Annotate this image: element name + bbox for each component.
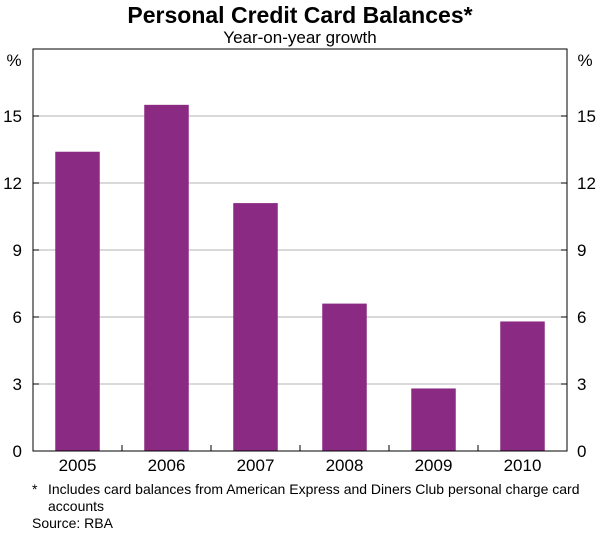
y-tick-label-left: 9 [13, 241, 22, 260]
x-tick-label: 2008 [326, 456, 364, 475]
bar-2007 [233, 203, 278, 451]
bar-2009 [411, 388, 456, 451]
source-note: Source: RBA [32, 515, 113, 531]
footnote-mark: * [32, 481, 38, 497]
y-tick-label-right: 0 [577, 442, 586, 461]
footnote: * Includes card balances from American E… [32, 481, 592, 515]
y-tick-label-left: 0 [13, 442, 22, 461]
axis-labels: 0 0 3 3 6 6 9 9 12 12 15 15% % 2005 2006 2007 2008 2009 20… [3, 51, 596, 475]
y-tick-label-right: 9 [577, 241, 586, 260]
y-unit-label-right: % [577, 51, 592, 70]
y-tick-label-right: 3 [577, 375, 586, 394]
bar-2008 [322, 303, 367, 451]
y-tick-label-right: 12 [577, 174, 596, 193]
x-tick-label: 2009 [415, 456, 453, 475]
y-tick-label-left: 3 [13, 375, 22, 394]
x-tick-label: 2007 [237, 456, 275, 475]
bar-2010 [500, 321, 545, 451]
bar-2006 [144, 104, 189, 451]
y-tick-label-left: 15 [3, 107, 22, 126]
x-tick-label: 2005 [59, 456, 97, 475]
bar-2005 [55, 151, 100, 451]
chart-subtitle: Year-on-year growth [223, 28, 377, 47]
y-tick-label-right: 6 [577, 308, 586, 327]
y-tick-label-left: 12 [3, 174, 22, 193]
bars [55, 104, 545, 451]
y-tick-label-left: 6 [13, 308, 22, 327]
y-unit-label-left: % [6, 51, 21, 70]
y-tick-label-right: 15 [577, 107, 596, 126]
chart-title: Personal Credit Card Balances* [127, 2, 473, 28]
footnote-text: Includes card balances from American Exp… [48, 481, 580, 514]
tick-marks [33, 115, 567, 452]
gridlines [33, 115, 567, 385]
x-tick-label: 2006 [148, 456, 186, 475]
x-tick-label: 2010 [504, 456, 542, 475]
